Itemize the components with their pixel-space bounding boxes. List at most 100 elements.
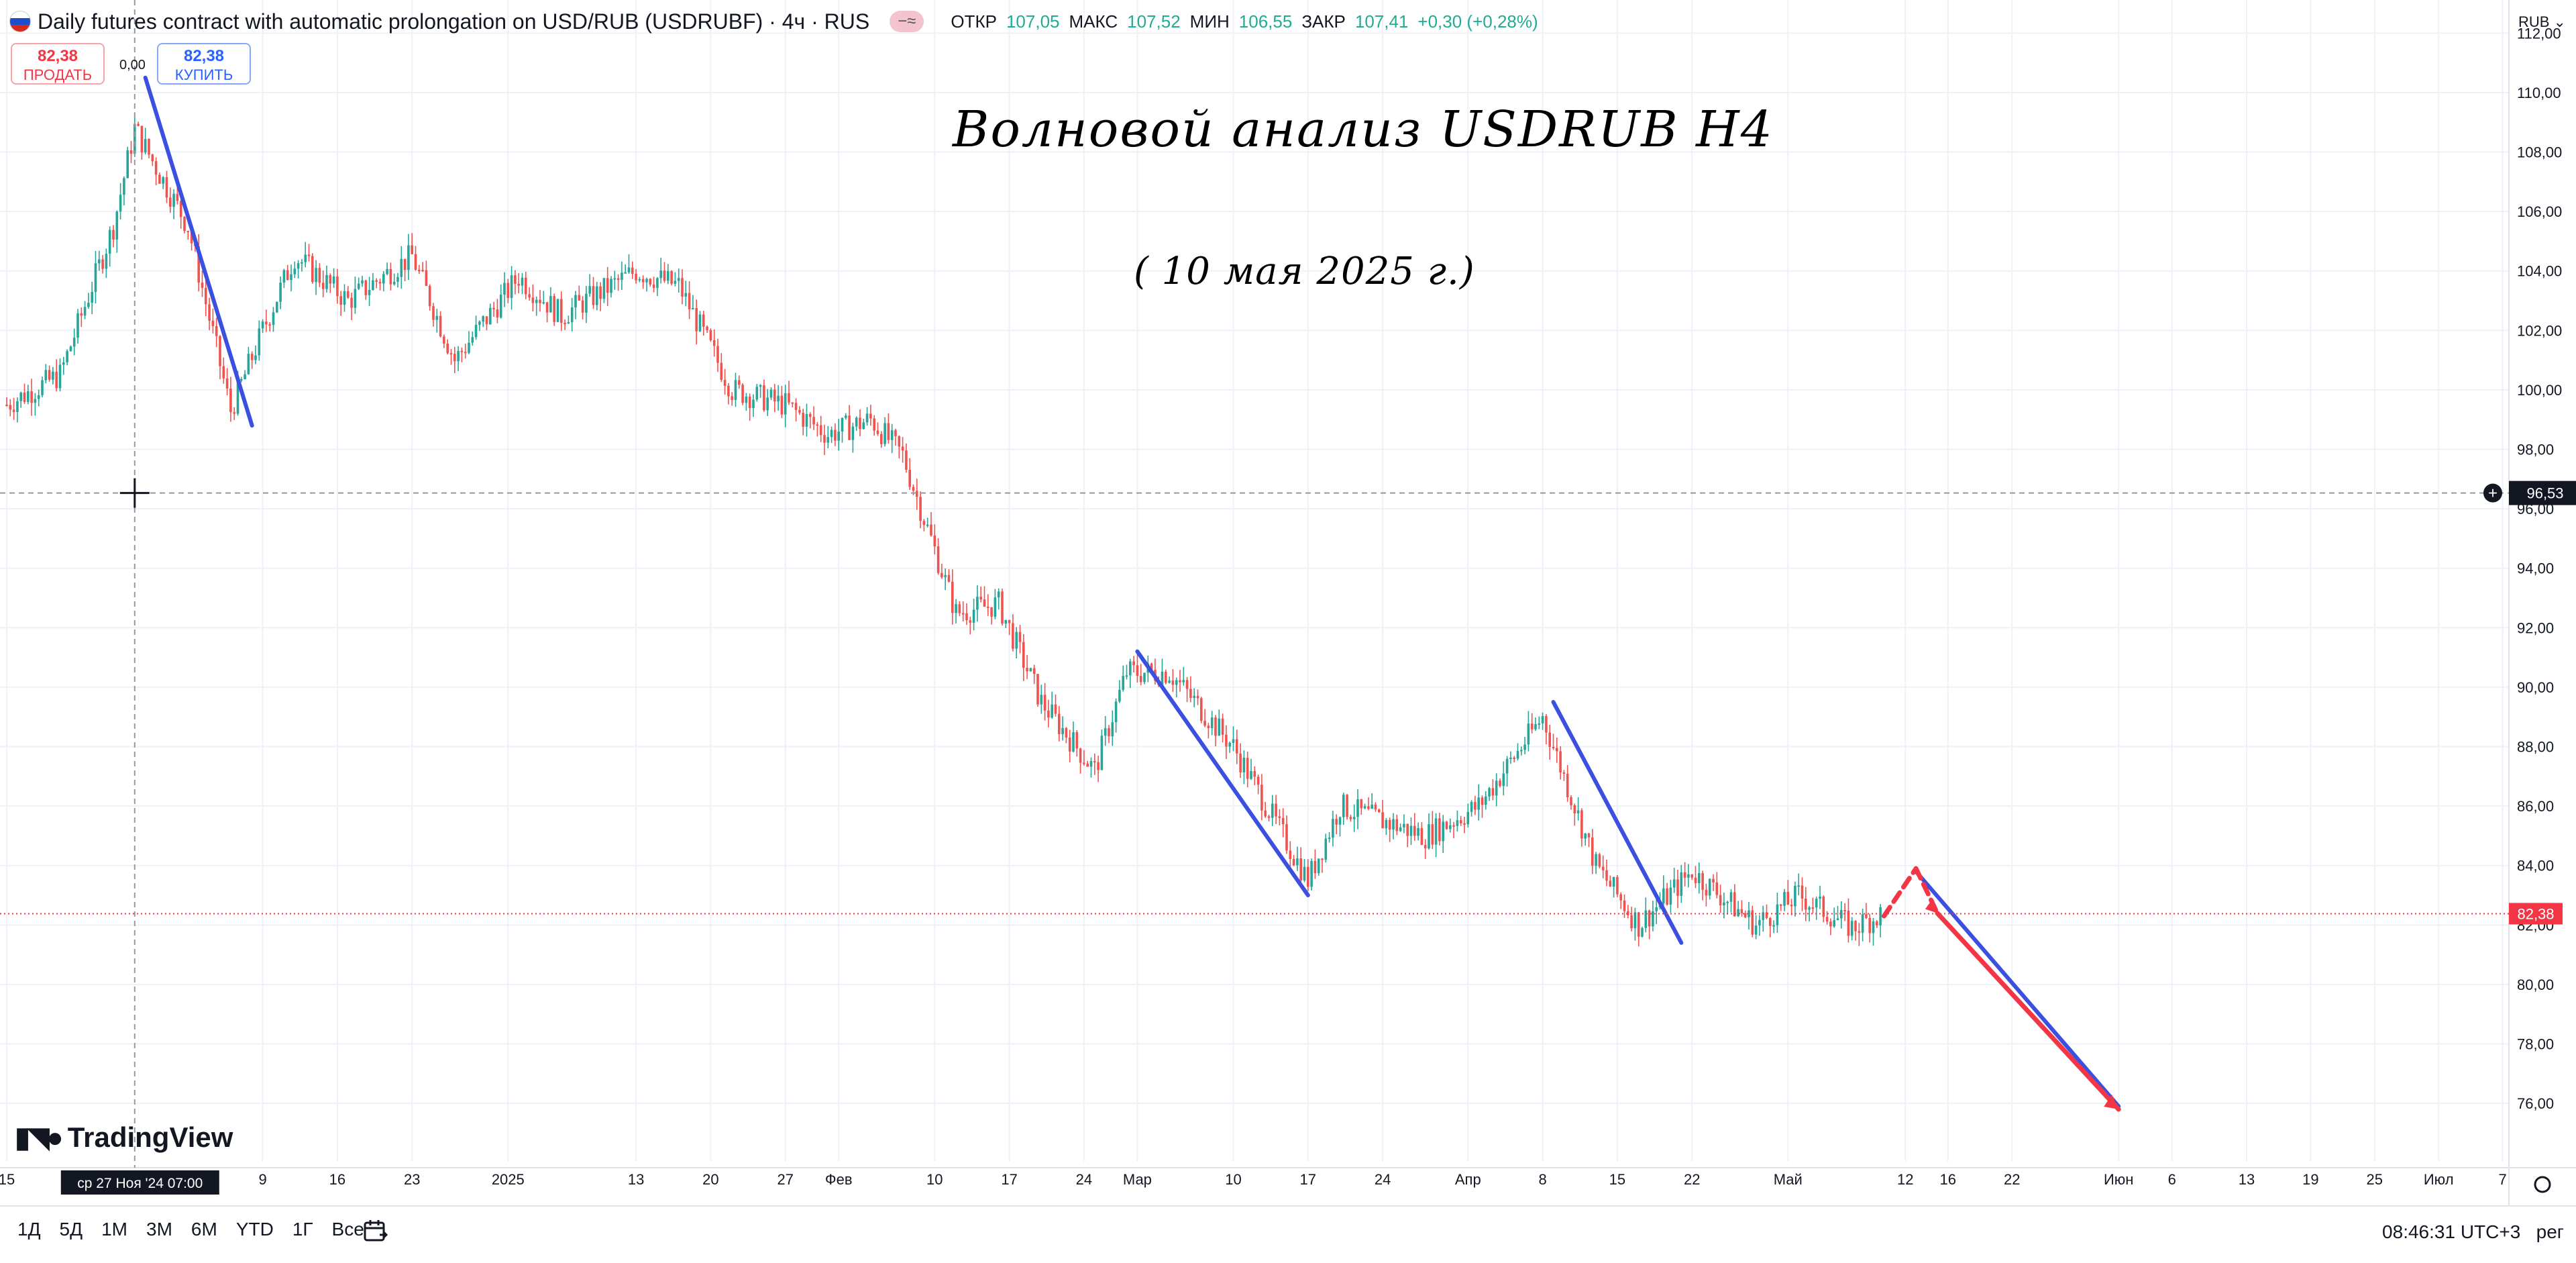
period-3m[interactable]: 3М (146, 1219, 172, 1240)
candle-body (1161, 671, 1164, 685)
candle-body (222, 366, 225, 378)
price-chart[interactable]: 76,0078,0080,0082,0084,0086,0088,0090,00… (0, 0, 2576, 1205)
candle-body (1548, 732, 1551, 748)
candle-body (1644, 910, 1648, 928)
time-tick-label: 24 (1076, 1171, 1092, 1188)
candle-body (706, 326, 708, 330)
candle-body (1228, 742, 1231, 747)
candle-body (428, 286, 431, 307)
candle-body (780, 395, 784, 415)
ohlc-values: ОТКР 107,05 МАКС 107,52 МИН 106,55 ЗАКР 107,… (951, 11, 1538, 32)
candle-body (350, 297, 353, 308)
candle-body (641, 279, 645, 283)
candle-body (1573, 805, 1576, 813)
candle-body (1765, 912, 1768, 918)
candle-body (400, 258, 403, 277)
candle-body (826, 437, 830, 443)
period-1m[interactable]: 1М (101, 1219, 127, 1240)
candle-body (890, 430, 894, 440)
goto-date-calendar-icon[interactable] (362, 1217, 389, 1244)
candle-body (215, 326, 218, 336)
candle-body (588, 286, 591, 294)
time-tick-label: Фев (825, 1171, 853, 1188)
candle-body (841, 417, 844, 432)
candle-body (1847, 910, 1850, 936)
candle-body (1278, 816, 1281, 818)
candle-body (403, 258, 407, 270)
candle-body (1018, 632, 1022, 642)
candle-body (1502, 773, 1505, 787)
candle-body (325, 274, 328, 289)
indicator-pill[interactable]: −≈ (890, 11, 924, 32)
candle-body (468, 342, 470, 353)
candle-body (411, 245, 413, 254)
candle-body (961, 613, 965, 615)
wave-line (1914, 869, 2121, 1109)
candle-body (27, 391, 30, 402)
candle-body (297, 263, 300, 269)
candle-body (336, 276, 339, 297)
candle-body (1733, 892, 1736, 917)
candle-body (709, 330, 712, 340)
candle-body (1779, 904, 1782, 906)
period-6m[interactable]: 6М (191, 1219, 217, 1240)
candle-body (845, 415, 847, 418)
time-tick-label: 16 (329, 1171, 345, 1188)
candle-body (1171, 680, 1175, 685)
time-tick-label: 16 (1940, 1171, 1956, 1188)
candle-body (1015, 632, 1018, 649)
candle-body (162, 177, 164, 184)
candle-body (421, 270, 424, 272)
candle-body (1420, 827, 1424, 845)
sell-button[interactable]: 82,38 ПРОДАТЬ (11, 43, 105, 85)
candle-body (1061, 727, 1064, 735)
period-all[interactable]: Все (331, 1219, 364, 1240)
price-tick-label: 110,00 (2517, 85, 2561, 101)
time-tick-label: 25 (2367, 1171, 2383, 1188)
candle-body (837, 432, 840, 441)
period-ytd[interactable]: YTD (235, 1219, 274, 1240)
period-1y[interactable]: 1Г (292, 1219, 313, 1240)
time-tick-label: 20 (702, 1171, 718, 1188)
candle-body (1214, 717, 1217, 736)
buy-button[interactable]: 82,38 КУПИТЬ (157, 43, 251, 85)
candle-body (631, 267, 634, 274)
candle-body (1868, 917, 1871, 933)
candle-body (621, 272, 623, 281)
candle-body (1367, 806, 1370, 809)
time-tick-label: 8 (1538, 1171, 1546, 1188)
candle-body (1822, 897, 1825, 917)
candle-body (1854, 921, 1857, 931)
tradingview-logo[interactable]: ▮◥● TradingView (15, 1121, 233, 1154)
candle-body (1232, 739, 1235, 743)
candle-body (148, 139, 150, 155)
candle-body (1104, 728, 1107, 736)
candle-body (1708, 878, 1711, 896)
candle-body (684, 293, 688, 297)
candle-body (1403, 823, 1405, 827)
candle-body (1641, 927, 1644, 937)
candle-body (606, 278, 609, 293)
close-label: ЗАКР (1301, 11, 1346, 32)
candle-body (1378, 809, 1381, 813)
candle-body (1335, 819, 1338, 825)
price-tick-label: 102,00 (2517, 322, 2562, 339)
time-tick-label: Июл (2424, 1171, 2454, 1188)
time-tick-label: Июн (2104, 1171, 2133, 1188)
period-1d[interactable]: 1Д (17, 1219, 41, 1240)
candle-body (581, 300, 584, 313)
period-5d[interactable]: 5Д (59, 1219, 83, 1240)
candle-body (990, 607, 993, 617)
candle-body (869, 413, 872, 419)
candle-body (616, 278, 620, 281)
symbol-title[interactable]: Daily futures contract with automatic pr… (38, 9, 870, 34)
clock-and-mode[interactable]: 08:46:31 UTC+3 рег (2382, 1221, 2564, 1243)
candle-body (535, 299, 538, 303)
buy-price: 82,38 (183, 47, 225, 65)
candle-body (649, 279, 652, 285)
candle-body (1740, 909, 1743, 913)
candle-body (1786, 891, 1790, 905)
crosshair-cursor-icon (119, 478, 150, 508)
price-tick-label: 104,00 (2517, 263, 2562, 280)
candle-body (873, 418, 875, 431)
